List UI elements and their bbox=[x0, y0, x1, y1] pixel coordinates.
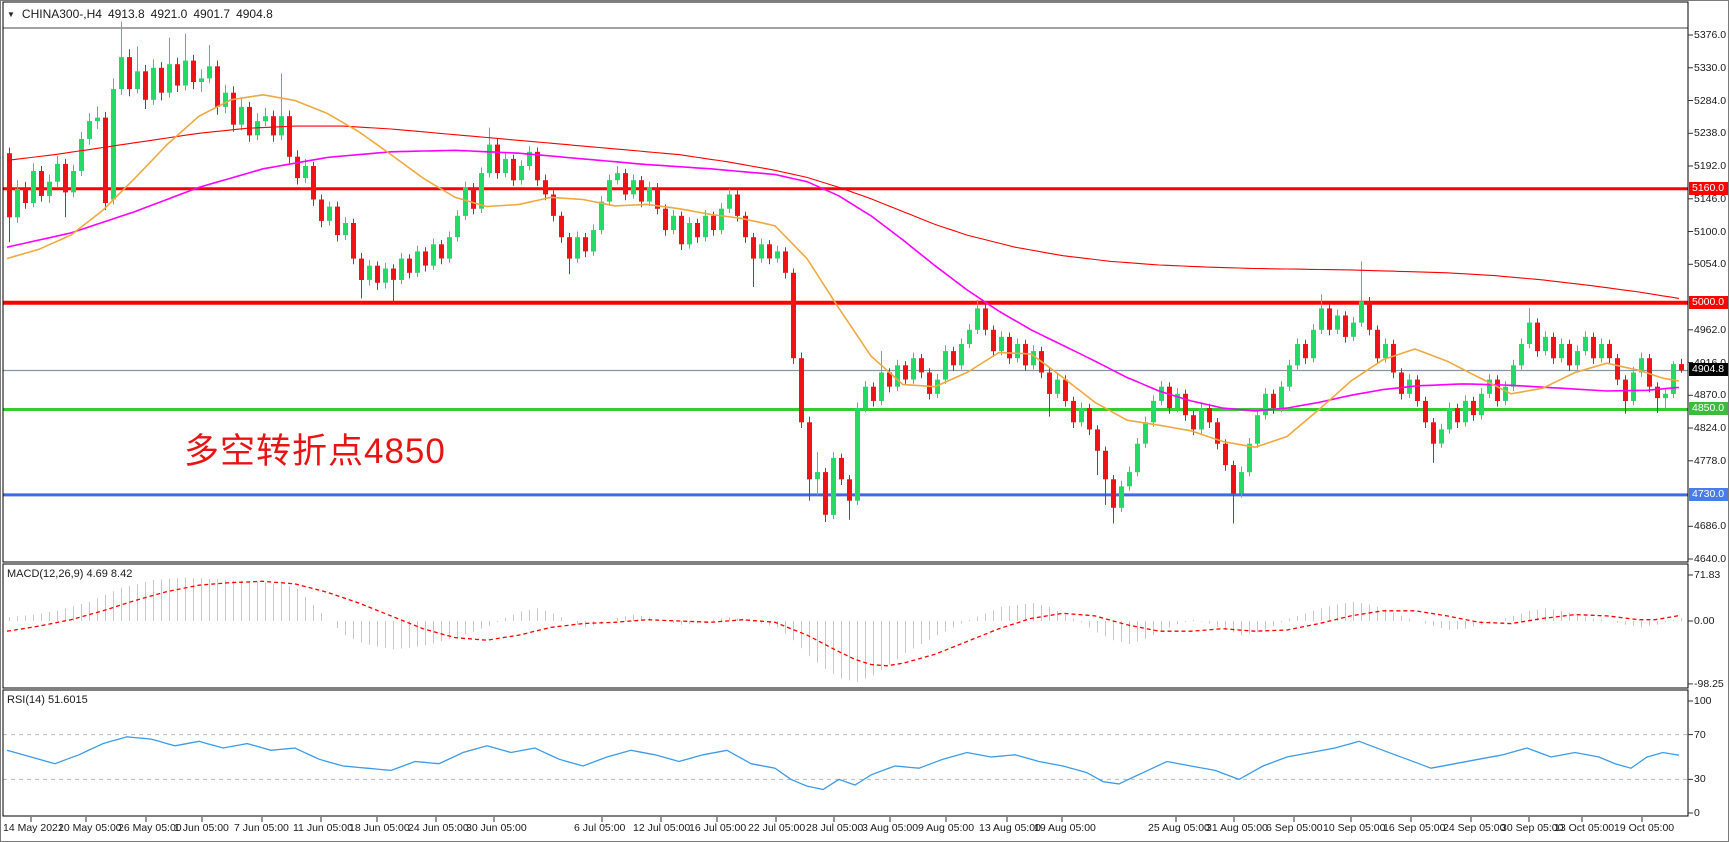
rsi-indicator-label: RSI(14) 51.6015 bbox=[7, 694, 88, 706]
horizontal-level-lines bbox=[3, 187, 1688, 497]
macd-histogram bbox=[9, 577, 1682, 682]
chart-header: ▼ CHINA300-,H4 4913.8 4921.0 4901.7 4904.8 bbox=[7, 7, 273, 21]
ohlc-low: 4901.7 bbox=[193, 7, 231, 21]
ma-long-red bbox=[6, 125, 1680, 299]
rsi-line bbox=[6, 736, 1680, 791]
trend-annotation-text[interactable]: 多空转折点4850 bbox=[184, 432, 446, 471]
ma-short-orange bbox=[6, 93, 1680, 449]
axis-tick-marks bbox=[30, 34, 1693, 822]
ohlc-high: 4921.0 bbox=[150, 7, 188, 21]
macd-signal-line bbox=[6, 580, 1680, 667]
panel-borders bbox=[2, 1, 1689, 817]
symbol-dropdown-icon[interactable]: ▼ bbox=[7, 10, 15, 19]
symbol-timeframe-title: CHINA300-,H4 bbox=[21, 7, 102, 21]
ma-mid-magenta bbox=[6, 149, 1680, 412]
ohlc-close: 4904.8 bbox=[236, 7, 273, 21]
ohlc-open: 4913.8 bbox=[107, 7, 145, 21]
macd-indicator-label: MACD(12,26,9) 4.69 8.42 bbox=[7, 568, 133, 580]
